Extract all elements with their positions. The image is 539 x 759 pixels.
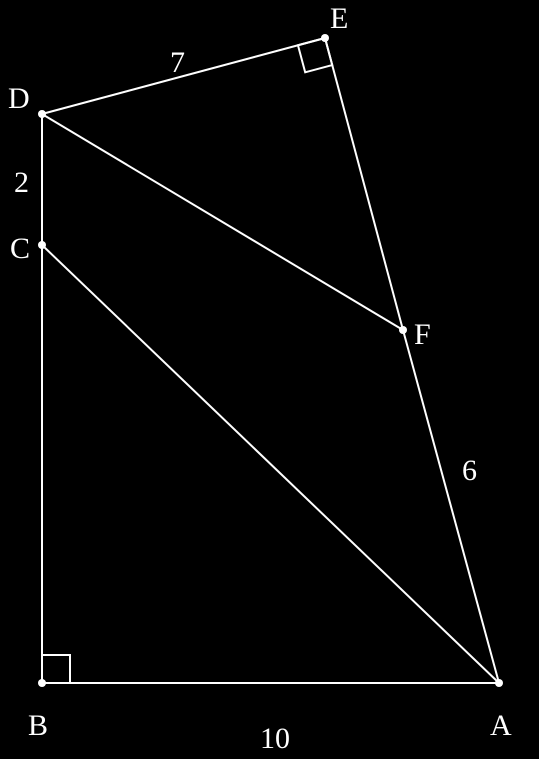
label-edge-0: 7 [170, 46, 185, 79]
edge-e-f [325, 38, 403, 330]
label-point-c: C [10, 232, 30, 265]
label-edge-3: 10 [260, 722, 290, 755]
point-f [399, 326, 407, 334]
label-point-e: E [330, 2, 348, 35]
right-angle-marker-b [42, 655, 70, 683]
shaded-polygon [42, 114, 499, 683]
label-point-f: F [414, 318, 431, 351]
label-point-b: B [28, 709, 48, 742]
shaded-region-layer [42, 114, 499, 683]
label-edge-1: 2 [14, 166, 29, 199]
point-c [38, 241, 46, 249]
geometry-diagram: A B C D E F 7 2 6 10 [0, 0, 539, 759]
label-point-d: D [8, 82, 30, 115]
point-b [38, 679, 46, 687]
point-e [321, 34, 329, 42]
point-a [495, 679, 503, 687]
label-edge-2: 6 [462, 454, 477, 487]
point-d [38, 110, 46, 118]
label-point-a: A [490, 709, 512, 742]
